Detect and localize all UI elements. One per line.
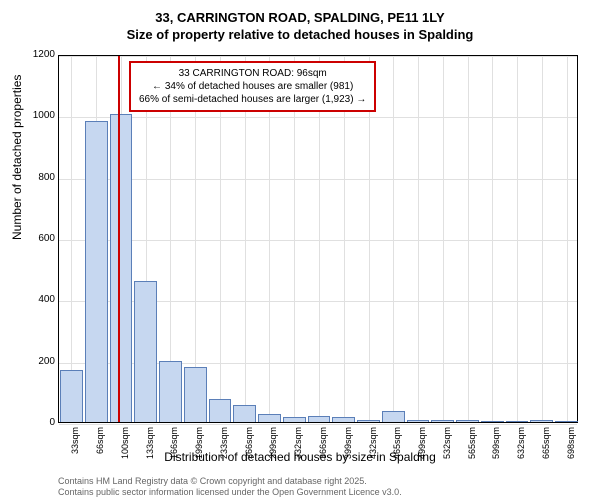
attribution-line2: Contains public sector information licen… — [58, 487, 402, 498]
y-tick-label: 1200 — [15, 49, 55, 60]
x-tick-label: 199sqm — [194, 427, 204, 477]
y-gridline — [59, 117, 577, 118]
histogram-bar — [308, 416, 331, 422]
chart-title-line1: 33, CARRINGTON ROAD, SPALDING, PE11 1LY — [0, 0, 600, 25]
plot-area: 33 CARRINGTON ROAD: 96sqm← 34% of detach… — [58, 55, 578, 423]
histogram-bar — [85, 121, 108, 422]
x-tick-label: 499sqm — [417, 427, 427, 477]
histogram-bar — [357, 420, 380, 422]
histogram-bar — [134, 281, 157, 422]
y-tick-label: 400 — [15, 294, 55, 305]
y-tick-label: 600 — [15, 233, 55, 244]
histogram-bar — [555, 421, 578, 422]
x-gridline — [71, 56, 72, 422]
x-tick-label: 532sqm — [442, 427, 452, 477]
y-tick-label: 800 — [15, 172, 55, 183]
histogram-bar — [258, 414, 281, 422]
x-tick-label: 432sqm — [368, 427, 378, 477]
x-tick-label: 133sqm — [145, 427, 155, 477]
histogram-bar — [382, 411, 405, 422]
histogram-bar — [110, 114, 133, 422]
chart-title-line2: Size of property relative to detached ho… — [0, 25, 600, 42]
histogram-bar — [506, 421, 529, 422]
histogram-bar — [407, 420, 430, 422]
histogram-bar — [159, 361, 182, 422]
histogram-bar — [283, 417, 306, 422]
info-line1: 33 CARRINGTON ROAD: 96sqm — [139, 67, 366, 80]
chart-container: 33, CARRINGTON ROAD, SPALDING, PE11 1LY … — [0, 0, 600, 500]
x-tick-label: 366sqm — [318, 427, 328, 477]
histogram-bar — [209, 399, 232, 422]
y-gridline — [59, 240, 577, 241]
x-gridline — [418, 56, 419, 422]
info-line3: 66% of semi-detached houses are larger (… — [139, 93, 366, 106]
x-gridline — [542, 56, 543, 422]
x-tick-label: 166sqm — [169, 427, 179, 477]
x-gridline — [443, 56, 444, 422]
x-tick-label: 698sqm — [566, 427, 576, 477]
histogram-bar — [431, 420, 454, 422]
x-tick-label: 599sqm — [491, 427, 501, 477]
y-gridline — [59, 424, 577, 425]
x-tick-label: 299sqm — [268, 427, 278, 477]
x-tick-label: 399sqm — [343, 427, 353, 477]
x-gridline — [492, 56, 493, 422]
x-tick-label: 465sqm — [392, 427, 402, 477]
x-gridline — [393, 56, 394, 422]
y-gridline — [59, 56, 577, 57]
y-gridline — [59, 179, 577, 180]
x-gridline — [468, 56, 469, 422]
histogram-bar — [456, 420, 479, 422]
histogram-bar — [481, 421, 504, 422]
x-tick-label: 66sqm — [95, 427, 105, 477]
attribution-line1: Contains HM Land Registry data © Crown c… — [58, 476, 402, 487]
histogram-bar — [530, 420, 553, 422]
histogram-bar — [184, 367, 207, 422]
histogram-bar — [233, 405, 256, 422]
y-tick-label: 0 — [15, 417, 55, 428]
histogram-bar — [60, 370, 83, 422]
x-gridline — [517, 56, 518, 422]
x-gridline — [567, 56, 568, 422]
x-tick-label: 632sqm — [516, 427, 526, 477]
attribution: Contains HM Land Registry data © Crown c… — [58, 476, 402, 498]
x-tick-label: 332sqm — [293, 427, 303, 477]
y-tick-label: 200 — [15, 356, 55, 367]
x-tick-label: 665sqm — [541, 427, 551, 477]
x-tick-label: 33sqm — [70, 427, 80, 477]
info-line2: ← 34% of detached houses are smaller (98… — [139, 80, 366, 93]
x-tick-label: 100sqm — [120, 427, 130, 477]
y-tick-label: 1000 — [15, 110, 55, 121]
histogram-bar — [332, 417, 355, 422]
y-axis-label: Number of detached properties — [10, 75, 24, 240]
x-tick-label: 233sqm — [219, 427, 229, 477]
x-tick-label: 565sqm — [467, 427, 477, 477]
property-marker-line — [118, 56, 120, 422]
x-tick-label: 266sqm — [244, 427, 254, 477]
property-info-box: 33 CARRINGTON ROAD: 96sqm← 34% of detach… — [129, 61, 376, 112]
